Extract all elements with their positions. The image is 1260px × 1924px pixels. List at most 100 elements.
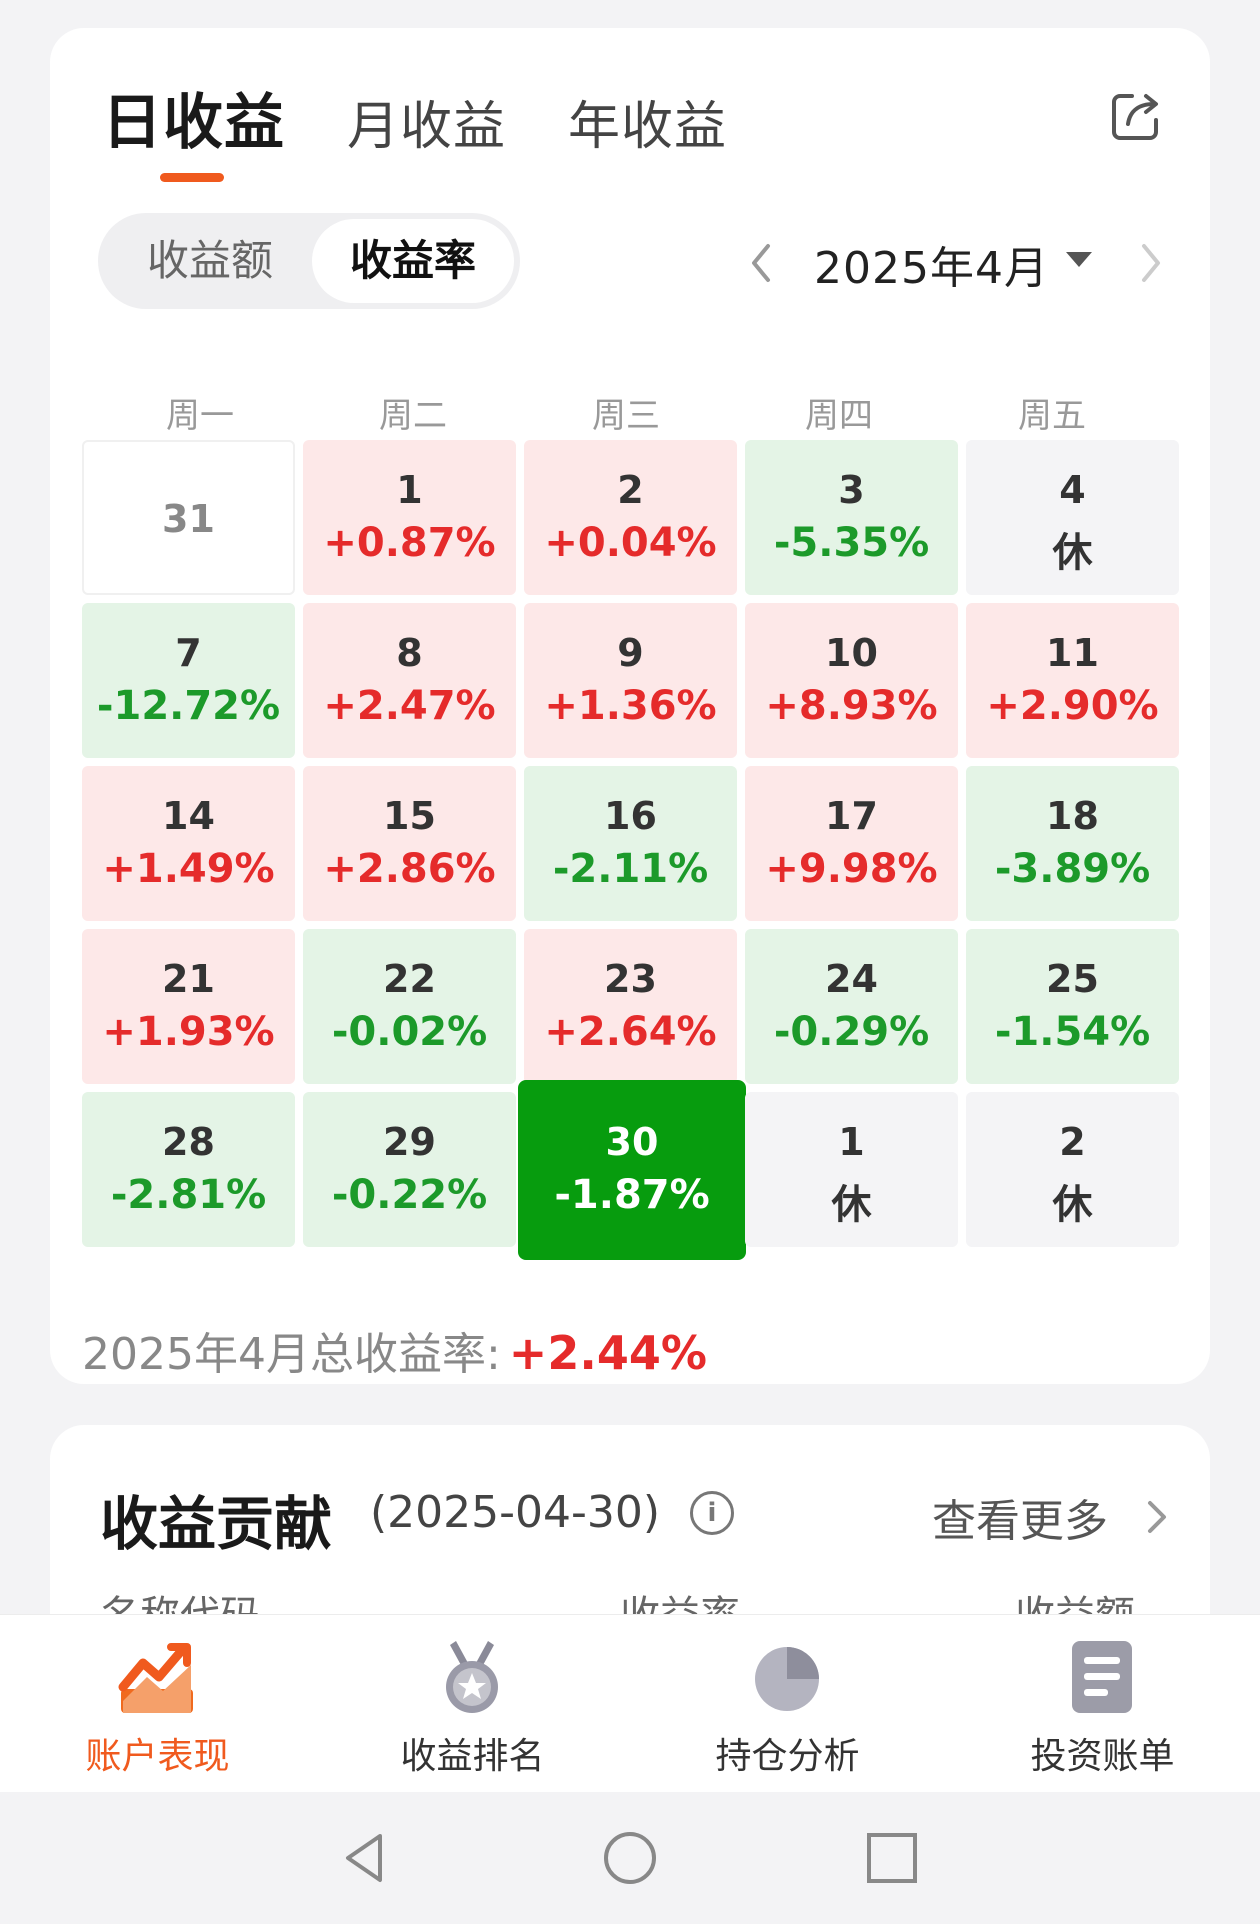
total-value: +2.44% (508, 1326, 707, 1380)
calendar-day-cell[interactable]: 31 (82, 440, 295, 595)
day-number: 28 (162, 1120, 215, 1164)
view-more-link[interactable]: 查看更多 (932, 1496, 1108, 1547)
day-return-rate: +2.90% (986, 683, 1159, 729)
day-number: 11 (1046, 631, 1099, 675)
holiday-label: 休 (1052, 1182, 1093, 1228)
calendar-day-cell[interactable]: 21 +1.93% (82, 929, 295, 1084)
day-return-rate: +0.04% (544, 520, 717, 566)
day-return-rate: -0.22% (331, 1172, 488, 1218)
calendar-day-cell[interactable]: 16 -2.11% (524, 766, 737, 921)
nav-label: 投资账单 (1030, 1736, 1175, 1777)
contribution-title: 收益贡献 (100, 1490, 333, 1558)
contribution-date: (2025-04-30) (370, 1487, 661, 1538)
day-return-rate: +1.93% (102, 1009, 275, 1055)
toggle-rate[interactable]: 收益率 (312, 219, 514, 303)
total-label: 2025年4月总收益率: (82, 1329, 501, 1380)
calendar-day-cell[interactable]: 15 +2.86% (303, 766, 516, 921)
prev-month-icon[interactable] (742, 228, 782, 298)
day-number: 10 (825, 631, 878, 675)
calendar-day-cell[interactable]: 24 -0.29% (745, 929, 958, 1084)
share-icon[interactable] (1108, 88, 1164, 144)
calendar-card: 日收益 月收益 年收益 收益额 收益率 2025年4月 周一 周二 周三 周四 … (50, 28, 1210, 1384)
day-return-rate: -1.87% (554, 1172, 710, 1218)
calendar-day-cell[interactable]: 28 -2.81% (82, 1092, 295, 1247)
info-icon[interactable]: i (690, 1491, 734, 1535)
day-number: 30 (605, 1120, 659, 1164)
dropdown-caret-icon[interactable] (1066, 252, 1092, 267)
day-return-rate: +2.86% (323, 846, 496, 892)
day-return-rate: +0.87% (323, 520, 496, 566)
system-nav-bar (0, 1792, 1260, 1924)
bottom-nav: 账户表现 收益排名 持仓分析 投资账单 (0, 1614, 1260, 1792)
day-return-rate: +2.47% (323, 683, 496, 729)
pie-chart-icon (755, 1647, 819, 1711)
day-return-rate: +8.93% (765, 683, 938, 729)
weekday-mon: 周一 (166, 396, 234, 436)
nav-ranking[interactable]: 收益排名 (315, 1615, 630, 1793)
tab-daily[interactable]: 日收益 (102, 84, 285, 182)
nav-label: 持仓分析 (715, 1736, 860, 1777)
calendar-day-cell[interactable]: 1 +0.87% (303, 440, 516, 595)
trend-chart-icon (118, 1643, 193, 1713)
day-number: 24 (825, 957, 878, 1001)
calendar-day-cell[interactable]: 2 +0.04% (524, 440, 737, 595)
day-number: 22 (383, 957, 436, 1001)
day-return-rate: +1.49% (102, 846, 275, 892)
day-number: 9 (617, 631, 644, 675)
day-number: 1 (396, 468, 423, 512)
calendar-day-cell[interactable]: 25 -1.54% (966, 929, 1179, 1084)
calendar-day-cell[interactable]: 11 +2.90% (966, 603, 1179, 758)
nav-statement[interactable]: 投资账单 (945, 1615, 1260, 1793)
home-icon[interactable] (602, 1830, 658, 1886)
day-number: 14 (162, 794, 215, 838)
day-number: 15 (383, 794, 436, 838)
day-number: 29 (383, 1120, 436, 1164)
day-number: 17 (825, 794, 878, 838)
holiday-label: 休 (1052, 530, 1093, 576)
calendar-day-cell[interactable]: 22 -0.02% (303, 929, 516, 1084)
calendar-day-cell[interactable]: 17 +9.98% (745, 766, 958, 921)
calendar-day-cell[interactable]: 9 +1.36% (524, 603, 737, 758)
tab-yearly[interactable]: 年收益 (568, 97, 728, 158)
holiday-label: 休 (831, 1182, 872, 1228)
day-return-rate: -2.11% (552, 846, 709, 892)
calendar-day-cell[interactable]: 10 +8.93% (745, 603, 958, 758)
day-number: 31 (162, 497, 215, 541)
day-return-rate: +2.64% (544, 1009, 717, 1055)
nav-account-performance[interactable]: 账户表现 (0, 1615, 315, 1793)
document-icon (1072, 1641, 1132, 1713)
back-icon[interactable] (338, 1830, 394, 1886)
month-picker: 2025年4月 (730, 228, 1170, 298)
day-return-rate: -2.81% (110, 1172, 267, 1218)
calendar-day-cell[interactable]: 30 -1.87% (518, 1080, 746, 1260)
next-month-icon[interactable] (1130, 228, 1170, 298)
day-number: 21 (162, 957, 215, 1001)
recents-icon[interactable] (864, 1830, 920, 1886)
day-return-rate: -0.02% (331, 1009, 488, 1055)
calendar-day-cell[interactable]: 8 +2.47% (303, 603, 516, 758)
calendar-day-cell[interactable]: 29 -0.22% (303, 1092, 516, 1247)
calendar-day-cell[interactable]: 7 -12.72% (82, 603, 295, 758)
month-label[interactable]: 2025年4月 (814, 243, 1049, 294)
day-return-rate: -0.29% (773, 1009, 930, 1055)
nav-label: 账户表现 (85, 1736, 230, 1777)
calendar-day-cell[interactable]: 3 -5.35% (745, 440, 958, 595)
calendar-day-cell[interactable]: 23 +2.64% (524, 929, 737, 1084)
toggle-amount[interactable]: 收益额 (146, 236, 273, 285)
day-number: 16 (604, 794, 657, 838)
day-return-rate: +9.98% (765, 846, 938, 892)
weekday-tue: 周二 (379, 396, 447, 436)
day-number: 3 (838, 468, 865, 512)
nav-holdings[interactable]: 持仓分析 (630, 1615, 945, 1793)
calendar-day-cell[interactable]: 14 +1.49% (82, 766, 295, 921)
day-return-rate: -5.35% (773, 520, 930, 566)
chevron-right-icon[interactable] (1142, 1497, 1172, 1537)
day-number: 23 (604, 957, 657, 1001)
calendar-day-cell[interactable]: 18 -3.89% (966, 766, 1179, 921)
tab-monthly[interactable]: 月收益 (347, 97, 507, 158)
day-return-rate: +1.36% (544, 683, 717, 729)
day-number: 1 (838, 1120, 865, 1164)
